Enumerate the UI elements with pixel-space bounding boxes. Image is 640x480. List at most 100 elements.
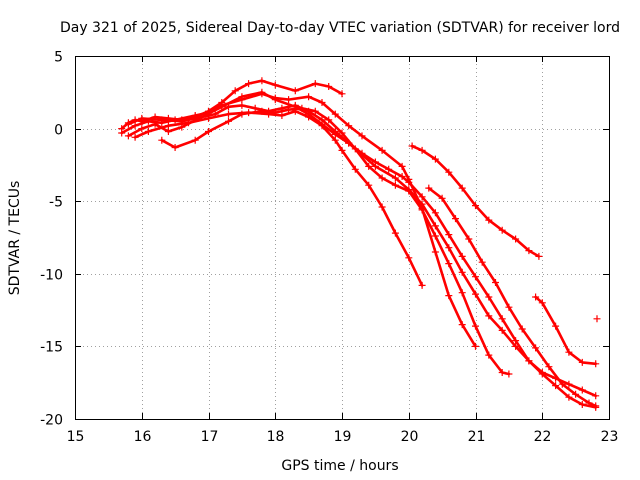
data-point: [518, 325, 526, 333]
data-point: [458, 184, 466, 192]
data-point: [512, 337, 520, 345]
data-point: [472, 290, 479, 298]
data-point: [498, 326, 506, 334]
data-point: [144, 128, 152, 135]
data-point: [431, 209, 439, 217]
series-track-g: [408, 142, 543, 260]
data-point: [458, 289, 466, 297]
data-point: [378, 146, 386, 154]
data-point: [131, 122, 139, 130]
data-point: [418, 146, 426, 154]
data-point: [535, 252, 543, 260]
data-point: [485, 293, 493, 301]
data-point: [391, 229, 399, 237]
data-point: [371, 158, 379, 166]
y-tick-label: 0: [54, 123, 63, 139]
data-point: [492, 279, 499, 286]
data-point: [391, 181, 399, 189]
series-line: [120, 92, 477, 348]
x-tick-label: 17: [201, 429, 219, 445]
data-point: [325, 83, 333, 90]
data-point: [458, 252, 466, 260]
data-point: [445, 244, 453, 252]
data-point: [405, 254, 413, 262]
data-point: [225, 117, 232, 125]
axes: 15 16 17 18 19 20 21 22 23 -20 -15 -10 -5 0 5: [40, 50, 618, 446]
data-point: [512, 235, 520, 243]
data-point: [431, 248, 439, 256]
data-point: [485, 312, 493, 320]
y-tick-label: -15: [40, 340, 63, 356]
data-point: [418, 193, 426, 201]
grid: [75, 56, 609, 419]
data-point: [438, 194, 446, 202]
data-point: [271, 81, 279, 89]
plot-frame: [75, 56, 610, 420]
series-line: [534, 295, 597, 366]
data-point: [318, 122, 326, 130]
data-point: [445, 168, 453, 176]
data-point: [552, 322, 560, 330]
data-point: [398, 173, 406, 180]
data-point: [351, 145, 359, 153]
data-point: [408, 142, 416, 150]
series-line: [427, 186, 597, 408]
data-point: [365, 181, 373, 189]
data-point: [291, 107, 299, 115]
data-point: [365, 162, 373, 170]
data-point: [385, 165, 393, 173]
data-point: [532, 293, 540, 301]
data-point: [445, 260, 453, 268]
data-point: [158, 136, 166, 144]
data-point: [465, 235, 473, 243]
x-tick-label: 21: [468, 429, 486, 445]
data-point: [205, 128, 212, 135]
x-tick-label: 20: [401, 429, 419, 445]
data-point: [478, 258, 486, 266]
data-point: [505, 370, 513, 378]
data-point: [418, 206, 426, 214]
data-point: [472, 273, 479, 281]
data-point: [378, 174, 386, 182]
data-point: [124, 120, 132, 128]
data-point: [452, 215, 459, 223]
data-point: [251, 104, 259, 112]
data-point: [558, 380, 566, 388]
series-line: [133, 109, 424, 287]
plot-area: [118, 77, 601, 411]
data-point: [345, 122, 353, 130]
data-point: [431, 232, 439, 240]
data-point: [245, 80, 253, 88]
series-track-h: [425, 184, 600, 410]
data-point: [285, 96, 293, 104]
x-tick-label: 23: [601, 429, 619, 445]
data-point: [131, 133, 139, 141]
data-point: [151, 120, 159, 128]
data-point: [258, 88, 266, 96]
data-point: [358, 132, 366, 140]
data-point: [391, 174, 399, 182]
data-point: [171, 144, 179, 151]
data-point: [225, 110, 232, 118]
data-point: [311, 80, 319, 88]
data-point: [538, 369, 546, 376]
data-point: [331, 136, 339, 144]
y-tick-label: -5: [49, 195, 63, 211]
data-point: [572, 390, 580, 398]
data-point: [505, 303, 513, 311]
series-outlier: [593, 315, 601, 323]
series-track-i: [532, 293, 600, 368]
data-point: [592, 392, 600, 400]
x-tick-label: 19: [334, 429, 352, 445]
data-point: [225, 103, 232, 111]
data-point: [265, 110, 273, 118]
data-point: [138, 114, 146, 122]
data-point: [578, 358, 586, 366]
data-point: [431, 222, 439, 230]
data-point: [124, 132, 132, 140]
data-point: [331, 128, 339, 135]
data-point: [238, 101, 246, 109]
y-tick-label: -20: [40, 413, 63, 429]
data-point: [291, 87, 299, 95]
